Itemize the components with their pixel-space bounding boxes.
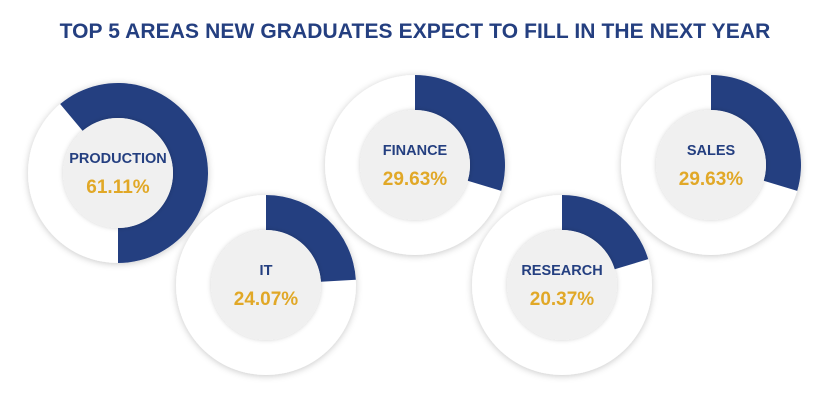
donut-segment-it [266, 195, 356, 282]
donut-research: RESEARCH 20.37% [472, 195, 652, 375]
donut-label-production: PRODUCTION [69, 151, 166, 167]
donut-value-finance: 29.63% [383, 169, 448, 190]
donut-finance: FINANCE 29.63% [325, 75, 505, 255]
donut-segment-production [60, 83, 209, 263]
donut-it: IT 24.07% [176, 195, 356, 375]
donut-center-research [507, 230, 617, 340]
donut-segment-finance [415, 75, 505, 191]
donut-center-it [211, 230, 321, 340]
donut-label-finance: FINANCE [383, 143, 448, 159]
donut-label-research: RESEARCH [521, 263, 602, 279]
donut-value-it: 24.07% [234, 289, 299, 310]
donut-sales: SALES 29.63% [621, 75, 801, 255]
donut-value-sales: 29.63% [679, 169, 744, 190]
donut-production: PRODUCTION 61.11% [28, 83, 209, 263]
donut-center-sales [656, 110, 766, 220]
donut-segment-research [562, 195, 649, 270]
donut-value-research: 20.37% [530, 289, 595, 310]
donut-segment-sales [711, 75, 801, 191]
chart-title: TOP 5 AREAS NEW GRADUATES EXPECT TO FILL… [59, 20, 771, 43]
donut-label-sales: SALES [687, 143, 736, 159]
donut-center-finance [360, 110, 470, 220]
donut-label-it: IT [260, 263, 273, 279]
donut-value-production: 61.11% [86, 177, 149, 198]
donut-center-production [63, 118, 173, 228]
